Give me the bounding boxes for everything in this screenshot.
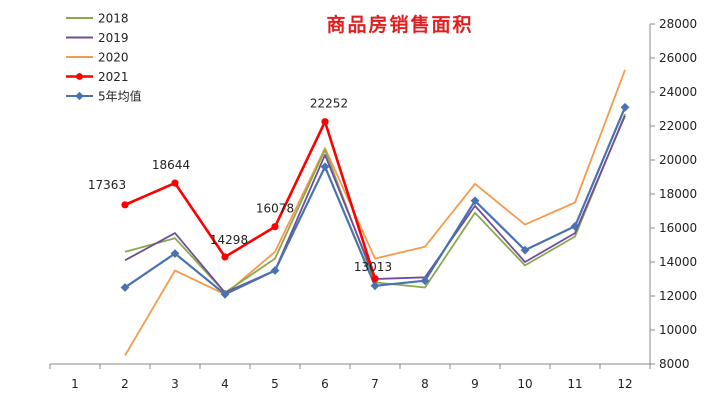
legend-item: 2021 [66,70,129,84]
data-point [271,223,279,231]
x-tick-label: 12 [617,377,632,391]
data-point [370,281,380,291]
legend-item: 5年均值 [66,89,142,104]
data-point [520,245,530,255]
data-label: 17363 [88,178,126,192]
legend: 2018 2019 2020 2021 5年均值 [66,12,142,104]
series-line [124,69,626,356]
y-tick-label: 22000 [659,119,697,133]
x-tick-label: 6 [321,377,329,391]
legend-marker [75,91,84,101]
x-tick-label: 10 [517,377,532,391]
x-tick-label: 7 [371,377,379,391]
data-point [321,118,329,126]
data-point [620,102,630,112]
legend-label: 2020 [98,51,129,65]
x-tick-label: 11 [567,377,582,391]
legend-label: 2021 [98,70,129,84]
legend-item: 2019 [66,31,129,45]
legend-item: 2020 [66,51,129,65]
axes: 1 2 3 4 5 6 7 8 9 10 11 128000100001200014000160001… [49,17,697,391]
y-tick-label: 24000 [659,85,697,99]
data-point [371,275,379,283]
series-layer: 17363 18644 14298 16078 22252 13013 [88,69,630,356]
data-label: 13013 [354,260,392,274]
x-tick-label: 5 [271,377,279,391]
data-point [171,179,179,187]
y-tick-label: 12000 [659,289,697,303]
data-point [320,162,330,172]
data-point [570,221,580,231]
data-point [121,201,129,209]
x-tick-label: 9 [471,377,479,391]
y-tick-label: 20000 [659,153,697,167]
data-point [420,276,430,286]
series-2020 [124,69,626,356]
x-tick-label: 1 [71,377,79,391]
series-5年均值 [120,102,630,299]
legend-marker [76,73,83,80]
x-tick-label: 2 [121,377,129,391]
data-point [170,249,180,258]
x-tick-label: 3 [171,377,179,391]
legend-item: 2018 [66,12,129,26]
legend-label: 5年均值 [98,89,142,104]
y-tick-label: 28000 [659,17,697,31]
y-tick-label: 14000 [659,255,697,269]
data-point [470,196,480,206]
data-point [221,253,229,261]
data-label: 16078 [256,202,294,216]
y-tick-label: 10000 [659,323,697,337]
chart-title: 商品房销售面积 [326,13,473,36]
x-tick-label: 8 [421,377,429,391]
y-tick-label: 16000 [659,221,697,235]
data-label: 22252 [310,97,348,111]
data-point [220,289,230,299]
x-tick-label: 4 [221,377,229,391]
y-tick-label: 18000 [659,187,697,201]
data-point [270,266,280,275]
series-line [124,120,377,280]
data-point [120,283,130,292]
data-label: 14298 [210,233,248,247]
series-2021: 17363 18644 14298 16078 22252 13013 [88,97,392,283]
data-label: 18644 [152,158,190,172]
y-tick-label: 8000 [659,357,690,371]
legend-label: 2019 [98,31,129,45]
y-tick-label: 26000 [659,51,697,65]
legend-label: 2018 [98,12,129,26]
